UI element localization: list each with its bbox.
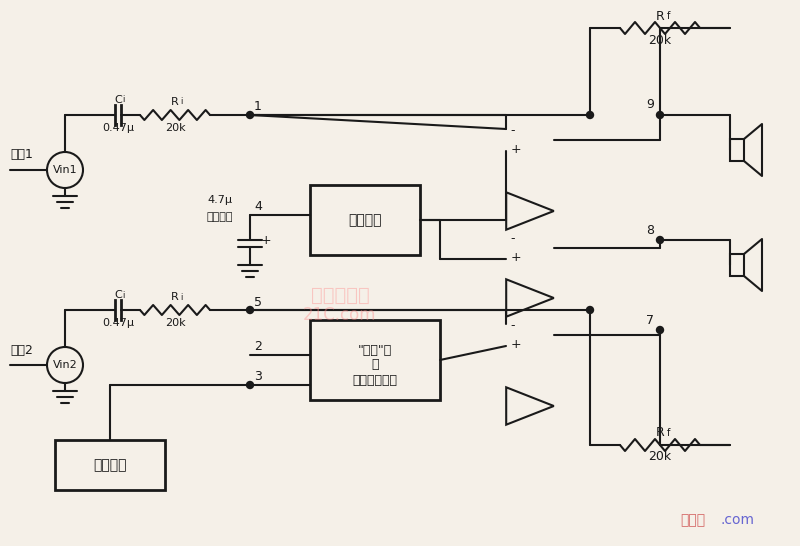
Circle shape <box>246 382 254 389</box>
Text: i: i <box>180 293 182 301</box>
Text: 20k: 20k <box>165 123 186 133</box>
Text: +: + <box>261 234 271 246</box>
Text: i: i <box>122 290 124 300</box>
Text: 8: 8 <box>646 223 654 236</box>
Bar <box>310 320 440 400</box>
Text: 20k: 20k <box>649 33 671 46</box>
Text: "略扑"声: "略扑"声 <box>358 343 392 357</box>
Text: 接线图: 接线图 <box>680 513 705 527</box>
Text: R: R <box>656 9 664 22</box>
Text: 4.7μ: 4.7μ <box>207 195 233 205</box>
Text: 9: 9 <box>646 98 654 111</box>
Text: 7: 7 <box>646 313 654 327</box>
Text: -: - <box>510 319 514 332</box>
Text: -: - <box>510 232 514 245</box>
Text: 模式控制逻辑: 模式控制逻辑 <box>353 373 398 387</box>
Text: C: C <box>114 290 122 300</box>
Text: f: f <box>667 428 670 438</box>
Text: 输入2: 输入2 <box>10 343 34 357</box>
Circle shape <box>657 111 663 118</box>
Text: Vin1: Vin1 <box>53 165 78 175</box>
Text: 20k: 20k <box>649 450 671 464</box>
Circle shape <box>586 111 594 118</box>
Circle shape <box>657 327 663 334</box>
Circle shape <box>657 236 663 244</box>
Text: 中国电子网: 中国电子网 <box>310 286 370 305</box>
Text: 关断控制: 关断控制 <box>94 458 126 472</box>
Text: 21C.com: 21C.com <box>303 306 377 324</box>
Text: 0.47μ: 0.47μ <box>102 123 134 133</box>
Text: .com: .com <box>720 513 754 527</box>
Text: 和: 和 <box>371 359 378 371</box>
Text: 输入1: 输入1 <box>10 149 34 162</box>
Text: -: - <box>510 124 514 137</box>
Text: i: i <box>180 98 182 106</box>
Bar <box>730 254 744 276</box>
Text: +: + <box>510 143 521 156</box>
Text: 0.47μ: 0.47μ <box>102 318 134 328</box>
Text: 2: 2 <box>254 341 262 353</box>
Text: 旁路电容: 旁路电容 <box>206 212 234 222</box>
Circle shape <box>246 111 254 118</box>
Text: i: i <box>122 96 124 104</box>
Text: 20k: 20k <box>165 318 186 328</box>
Bar <box>55 440 165 490</box>
Text: R: R <box>171 97 179 107</box>
Bar <box>730 139 744 161</box>
Text: 5: 5 <box>254 295 262 308</box>
Text: 偏置产生: 偏置产生 <box>348 213 382 227</box>
Text: +: + <box>510 338 521 351</box>
Text: C: C <box>114 95 122 105</box>
Text: +: + <box>510 251 521 264</box>
Text: f: f <box>667 11 670 21</box>
Text: R: R <box>656 426 664 440</box>
Text: 3: 3 <box>254 371 262 383</box>
Text: R: R <box>171 292 179 302</box>
Text: 1: 1 <box>254 100 262 114</box>
Circle shape <box>246 306 254 313</box>
Text: Vin2: Vin2 <box>53 360 78 370</box>
Text: 4: 4 <box>254 200 262 213</box>
Bar <box>310 185 420 255</box>
Circle shape <box>586 306 594 313</box>
